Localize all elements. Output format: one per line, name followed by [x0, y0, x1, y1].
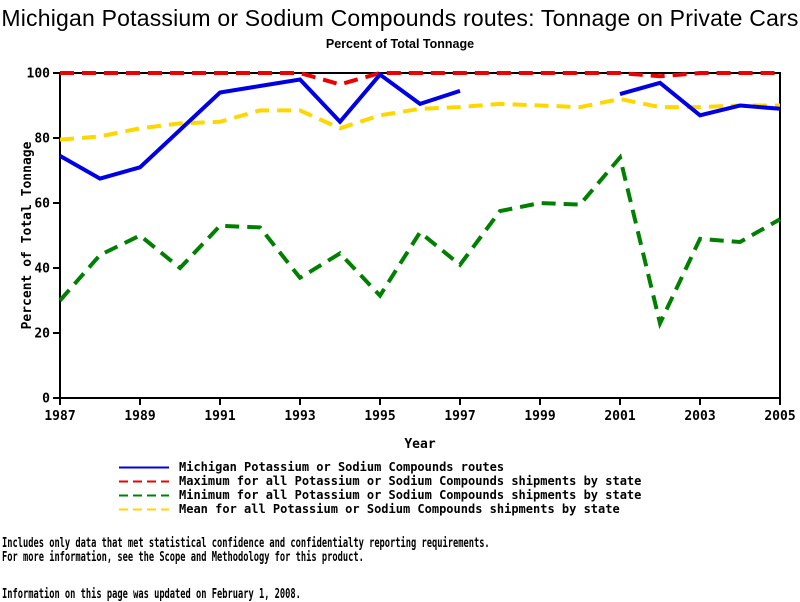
footnote-confidence: Includes only data that met statistical …: [2, 536, 490, 551]
series-line-minimum: [58, 153, 781, 330]
x-tick-label: 2005: [764, 409, 795, 424]
footnote-updated-date: Information on this page was updated on …: [2, 587, 301, 602]
legend-swatch-maximum: [119, 480, 169, 482]
footnote-scope-methodology: For more information, see the Scope and …: [2, 550, 364, 565]
legend-swatch-mean: [119, 508, 169, 510]
legend-label-minimum: Minimum for all Potassium or Sodium Comp…: [179, 488, 642, 502]
legend-swatch-michigan: [119, 466, 169, 468]
legend-label-michigan: Michigan Potassium or Sodium Compounds r…: [179, 460, 505, 474]
x-tick-label: 1991: [204, 409, 235, 424]
y-tick-label: 60: [34, 197, 50, 212]
x-tick-label: 1997: [444, 409, 475, 424]
x-tick-label: 1995: [364, 409, 395, 424]
y-tick-label: 40: [34, 262, 50, 277]
legend-item-minimum: Minimum for all Potassium or Sodium Comp…: [118, 488, 641, 502]
series-line-maximum: [60, 71, 780, 87]
legend-label-maximum: Maximum for all Potassium or Sodium Comp…: [179, 474, 642, 488]
legend-item-mean: Mean for all Potassium or Sodium Compoun…: [118, 502, 641, 516]
x-tick-label: 2001: [604, 409, 635, 424]
x-tick-label: 1993: [284, 409, 315, 424]
chart-legend: Michigan Potassium or Sodium Compounds r…: [118, 460, 641, 516]
y-tick-label: 100: [27, 67, 51, 82]
series-line-mean: [59, 96, 780, 142]
series-line-michigan: [59, 71, 781, 181]
legend-swatch-minimum: [119, 494, 169, 496]
x-tick-label: 1999: [524, 409, 555, 424]
y-tick-label: 0: [42, 392, 50, 407]
legend-label-mean: Mean for all Potassium or Sodium Compoun…: [179, 502, 620, 516]
y-tick-label: 20: [34, 327, 50, 342]
x-tick-label: 1987: [44, 409, 75, 424]
x-axis-title: Year: [404, 437, 435, 452]
legend-item-maximum: Maximum for all Potassium or Sodium Comp…: [118, 474, 641, 488]
chart-title: Michigan Potassium or Sodium Compounds r…: [1, 5, 799, 31]
chart-subtitle: Percent of Total Tonnage: [325, 37, 475, 51]
x-tick-label: 2003: [684, 409, 715, 424]
y-tick-label: 80: [34, 132, 50, 147]
legend-item-michigan: Michigan Potassium or Sodium Compounds r…: [118, 460, 641, 474]
x-tick-label: 1989: [124, 409, 155, 424]
y-axis-title: Percent of Total Tonnage: [20, 141, 35, 329]
